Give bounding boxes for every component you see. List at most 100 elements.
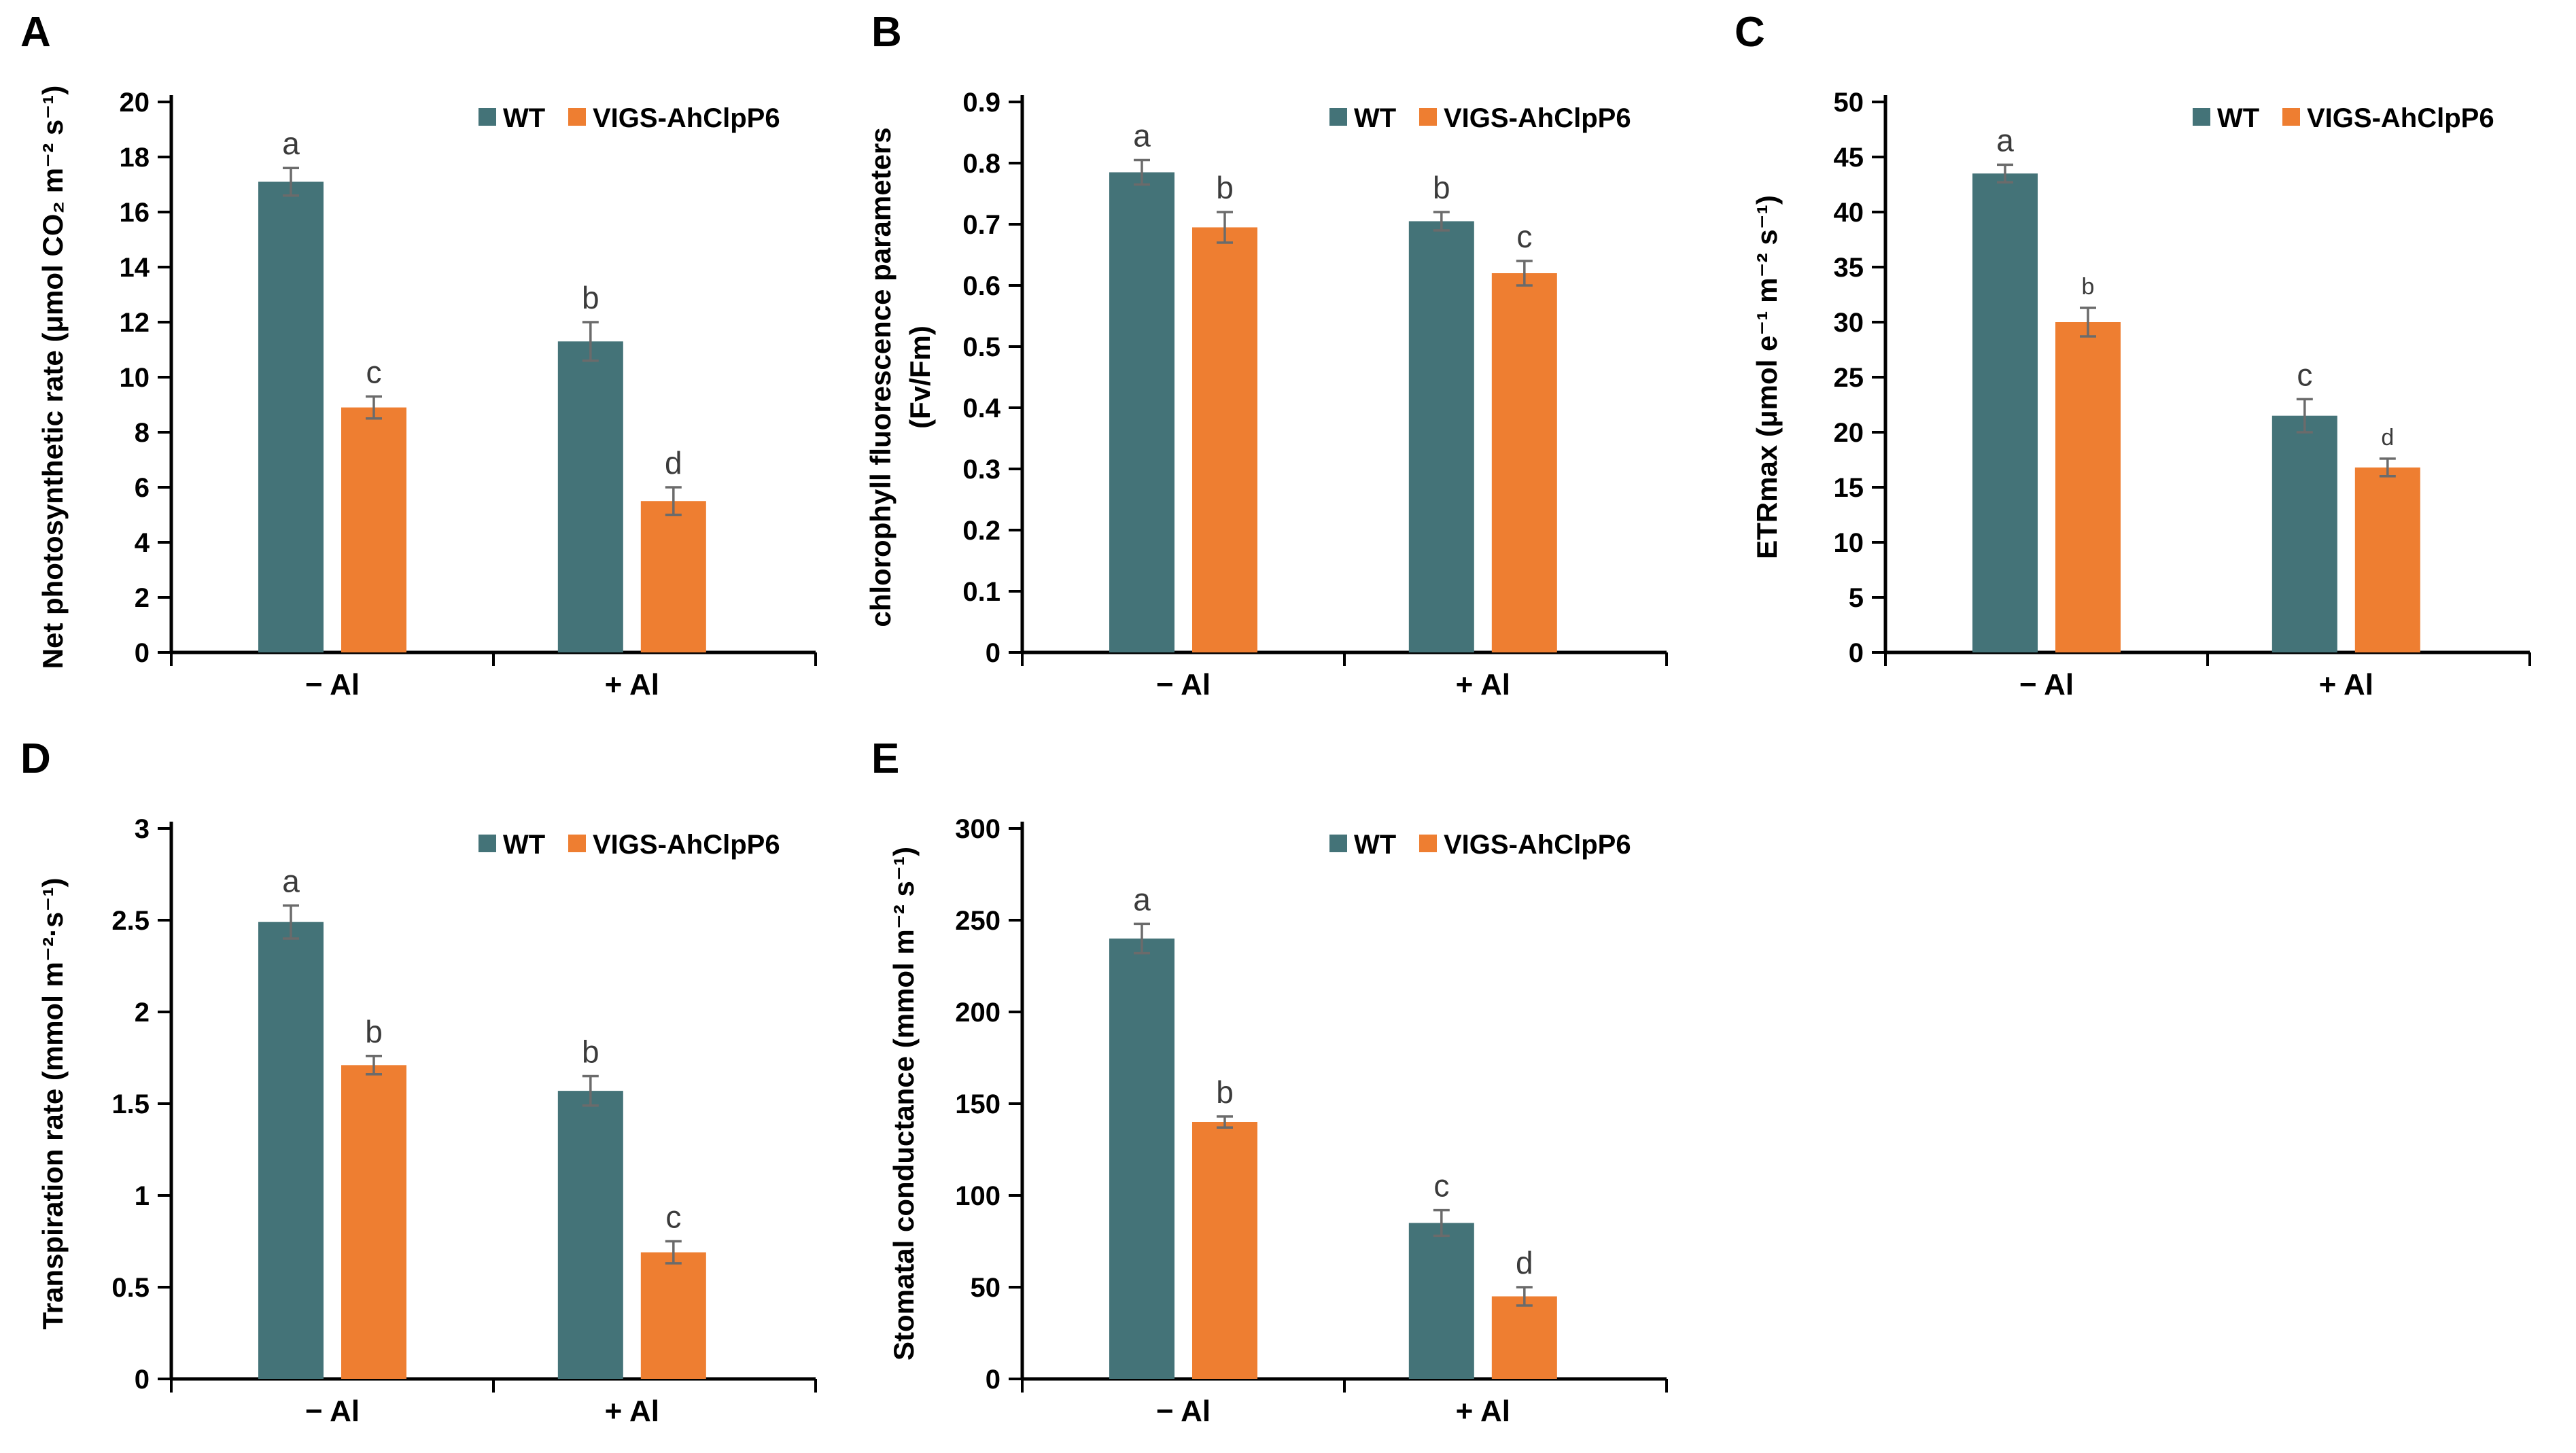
sig-letter: c bbox=[665, 1200, 681, 1235]
legend-label-vigs: VIGS-AhClpP6 bbox=[1444, 830, 1631, 860]
bar-vigs-minus-al bbox=[341, 1065, 406, 1379]
legend-swatch-wt bbox=[478, 108, 496, 126]
sig-letter: c bbox=[1516, 219, 1532, 254]
y-tick-label: 0.8 bbox=[962, 149, 1000, 179]
y-axis-title: Transpiration rate (mmol m⁻²·s⁻¹) bbox=[37, 877, 69, 1329]
bar-wt-minus-al bbox=[258, 922, 324, 1379]
bar-wt-plus-al bbox=[557, 1091, 623, 1379]
sig-letter: a bbox=[1996, 122, 2014, 158]
bar-wt-plus-al bbox=[557, 341, 623, 652]
y-tick-label: 16 bbox=[120, 198, 150, 228]
y-tick-label: 0 bbox=[135, 1365, 150, 1395]
bar-chart-stomatal-conductance: 0 50 100 150 200 250 300 Stomatal conductance (… bbox=[888, 814, 1668, 1428]
sig-letter: b bbox=[1216, 170, 1234, 205]
sig-letter: b bbox=[1433, 170, 1450, 205]
y-tick-label: 0.9 bbox=[962, 88, 1000, 118]
legend-swatch-vigs bbox=[1419, 835, 1437, 852]
x-category-label: + Al bbox=[1456, 668, 1510, 701]
y-tick-label: 200 bbox=[955, 998, 1000, 1028]
y-tick-label: 150 bbox=[955, 1089, 1000, 1119]
y-tick-label: 50 bbox=[971, 1273, 1001, 1303]
sig-letter: b bbox=[1216, 1074, 1234, 1110]
sig-letter: c bbox=[2297, 357, 2312, 392]
bar-wt-minus-al bbox=[258, 181, 324, 652]
y-axis-title: chlorophyll fluorescence parameters bbox=[865, 127, 897, 627]
y-tick-label: 0 bbox=[135, 638, 150, 668]
legend-swatch-vigs bbox=[568, 108, 586, 126]
y-tick-label: 40 bbox=[1834, 198, 1864, 228]
legend-swatch-wt bbox=[1329, 835, 1347, 852]
legend-label-wt: WT bbox=[1354, 103, 1396, 133]
sig-letter: c bbox=[366, 354, 382, 389]
y-tick-label: 10 bbox=[1834, 528, 1864, 558]
legend-label-vigs: VIGS-AhClpP6 bbox=[593, 103, 780, 133]
y-axis-title: Net photosynthetic rate (μmol CO₂ m⁻² s⁻… bbox=[37, 86, 69, 669]
y-tick-label: 0.2 bbox=[962, 516, 1000, 546]
y-tick-label: 50 bbox=[1834, 88, 1864, 118]
x-category-label: − Al bbox=[1156, 668, 1211, 701]
y-tick-label: 20 bbox=[120, 88, 150, 118]
y-tick-label: 0.5 bbox=[111, 1273, 150, 1303]
panel-transpiration-rate: D 0 0.5 1 1.5 2 2.5 3 Transpiration rate (mmol … bbox=[0, 726, 856, 1453]
legend-swatch-wt bbox=[2193, 108, 2210, 126]
x-category-label: + Al bbox=[605, 668, 659, 701]
bar-chart-chlorophyll-fluorescence: 0 0.1 0.2 0.3 0.4 0.5 0.6 0.7 0.8 0.9 chlorophyll … bbox=[865, 88, 1668, 701]
y-tick-label: 8 bbox=[135, 418, 150, 448]
y-tick-label: 3 bbox=[135, 814, 150, 844]
y-tick-label: 300 bbox=[955, 814, 1000, 844]
legend-label-wt: WT bbox=[2217, 103, 2259, 133]
sig-letter: a bbox=[282, 126, 300, 161]
y-axis-title: ETRmax (μmol e⁻¹ m⁻² s⁻¹) bbox=[1751, 195, 1783, 559]
bar-wt-plus-al bbox=[2272, 415, 2337, 652]
bar-vigs-plus-al bbox=[640, 1252, 706, 1379]
bar-vigs-plus-al bbox=[1491, 273, 1557, 652]
y-tick-label: 0 bbox=[986, 638, 1000, 668]
y-tick-label: 1.5 bbox=[111, 1089, 150, 1119]
y-tick-label: 2.5 bbox=[111, 906, 150, 936]
y-tick-label: 2 bbox=[135, 583, 150, 613]
bar-wt-plus-al bbox=[1408, 221, 1474, 652]
sig-letter: a bbox=[282, 863, 300, 898]
bar-vigs-minus-al bbox=[1192, 1122, 1257, 1379]
x-category-label: − Al bbox=[2019, 668, 2074, 701]
legend-swatch-vigs bbox=[2282, 108, 2300, 126]
y-tick-label: 30 bbox=[1834, 308, 1864, 338]
sig-letter: c bbox=[1433, 1168, 1449, 1204]
legend-label-wt: WT bbox=[1354, 830, 1396, 860]
sig-letter: a bbox=[1133, 881, 1151, 917]
y-tick-label: 14 bbox=[120, 253, 150, 283]
legend-label-wt: WT bbox=[503, 830, 545, 860]
y-tick-label: 0.6 bbox=[962, 271, 1000, 301]
bar-wt-plus-al bbox=[1408, 1223, 1474, 1379]
y-tick-label: 100 bbox=[955, 1181, 1000, 1211]
y-tick-label: 1 bbox=[135, 1181, 150, 1211]
panel-stomatal-conductance: E 0 50 100 150 200 250 300 Stomatal conductance… bbox=[851, 726, 1707, 1453]
y-tick-label: 0 bbox=[1849, 638, 1864, 668]
x-category-label: − Al bbox=[305, 668, 360, 701]
x-category-label: + Al bbox=[2319, 668, 2373, 701]
bar-vigs-minus-al bbox=[1192, 227, 1257, 652]
y-tick-label: 0 bbox=[986, 1365, 1000, 1395]
y-tick-label: 12 bbox=[120, 308, 150, 338]
bar-chart-etrmax: 0 5 10 15 20 25 30 35 40 45 50 ETRmax (μmol e⁻¹ m⁻²… bbox=[1751, 88, 2531, 701]
panel-letter: C bbox=[1735, 9, 1765, 56]
y-tick-label: 0.5 bbox=[962, 332, 1000, 362]
bar-chart-net-photosynthetic-rate: 0 2 4 6 8 10 12 14 16 18 20 Net photosynthetic rate… bbox=[37, 86, 817, 701]
y-tick-label: 20 bbox=[1834, 418, 1864, 448]
sig-letter: b bbox=[2082, 274, 2095, 300]
legend-swatch-vigs bbox=[1419, 108, 1437, 126]
y-tick-label: 4 bbox=[135, 528, 150, 558]
bar-vigs-plus-al bbox=[640, 501, 706, 652]
y-tick-label: 25 bbox=[1834, 363, 1864, 393]
legend-label-vigs: VIGS-AhClpP6 bbox=[1444, 103, 1631, 133]
y-tick-label: 0.1 bbox=[962, 577, 1000, 607]
panel-letter: A bbox=[20, 9, 51, 56]
x-category-label: − Al bbox=[305, 1395, 360, 1428]
y-tick-label: 0.3 bbox=[962, 455, 1000, 485]
sig-letter: b bbox=[582, 1034, 599, 1070]
panel-letter: E bbox=[871, 735, 900, 782]
y-tick-label: 250 bbox=[955, 906, 1000, 936]
bar-wt-minus-al bbox=[1109, 172, 1174, 652]
panel-net-photosynthetic-rate: A 0 2 4 6 8 10 12 14 16 18 20 Net photosynthetic ra… bbox=[0, 0, 856, 726]
